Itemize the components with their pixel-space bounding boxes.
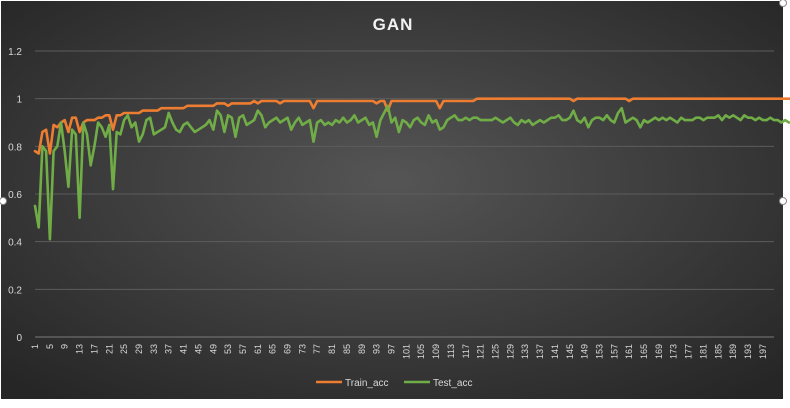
x-tick-label: 113	[446, 344, 456, 358]
x-tick-label: 5	[45, 344, 55, 349]
legend-label: Test_acc	[433, 378, 472, 389]
x-tick-label: 61	[253, 344, 263, 354]
legend: Train_acc Test_acc	[316, 378, 472, 389]
x-tick-label: 181	[698, 344, 708, 359]
x-tick-label: 21	[104, 344, 114, 354]
resize-handle-left[interactable]	[0, 197, 7, 205]
x-tick-label: 145	[565, 344, 575, 359]
series-line-train-acc	[33, 97, 790, 155]
y-tick-label: 0.2	[8, 285, 22, 296]
x-tick-label: 173	[669, 344, 679, 359]
x-tick-label: 41	[179, 344, 189, 354]
x-tick-label: 37	[164, 344, 174, 354]
selection-handles	[0, 0, 787, 205]
chart-title: GAN	[373, 15, 414, 34]
x-tick-label: 133	[520, 344, 530, 359]
y-tick-label: 1.2	[8, 47, 22, 58]
x-tick-label: 45	[193, 344, 203, 354]
x-tick-label: 197	[758, 344, 768, 359]
x-tick-label: 65	[268, 344, 278, 354]
x-tick-label: 169	[654, 344, 664, 359]
x-tick-label: 125	[490, 344, 500, 359]
x-tick-label: 137	[535, 344, 545, 359]
x-tick-label: 49	[208, 344, 218, 354]
x-tick-label: 25	[119, 344, 129, 354]
x-tick-label: 129	[505, 344, 515, 359]
x-tick-label: 105	[416, 344, 426, 359]
x-tick-label: 29	[134, 344, 144, 354]
x-tick-label: 109	[431, 344, 441, 359]
x-tick-label: 117	[461, 344, 471, 358]
y-tick-label: 0.8	[8, 142, 22, 153]
x-tick-label: 189	[728, 344, 738, 359]
x-axis-tick-labels: 1 5 9 13 17 21 25 29 33 37 41 45 49 53 57 61 65 69 73 77 81 8…	[30, 344, 768, 359]
resize-handle-right[interactable]	[779, 197, 787, 205]
legend-item: Test_acc	[404, 378, 472, 389]
x-tick-label: 177	[684, 344, 694, 359]
x-tick-label: 101	[401, 344, 411, 359]
x-tick-label: 121	[476, 344, 486, 359]
x-tick-label: 53	[223, 344, 233, 354]
x-tick-label: 1	[30, 344, 40, 349]
x-tick-label: 153	[594, 344, 604, 359]
x-tick-label: 193	[743, 344, 753, 359]
chart-background	[1, 1, 783, 399]
x-tick-label: 17	[89, 344, 99, 354]
y-tick-label: 0	[16, 333, 22, 344]
legend-label: Train_acc	[345, 378, 389, 389]
x-tick-label: 81	[327, 344, 337, 354]
x-tick-label: 73	[297, 344, 307, 354]
x-tick-label: 89	[357, 344, 367, 354]
x-tick-label: 93	[372, 344, 382, 354]
series-lines	[33, 97, 790, 241]
y-tick-label: 0.4	[8, 238, 22, 249]
x-tick-label: 9	[60, 344, 70, 349]
x-tick-label: 157	[609, 344, 619, 359]
series-line-test-acc	[33, 104, 790, 241]
legend-item: Train_acc	[316, 378, 389, 389]
x-tick-label: 97	[387, 344, 397, 354]
x-tick-label: 161	[624, 344, 634, 359]
x-tick-label: 141	[550, 344, 560, 359]
x-tick-label: 69	[283, 344, 293, 354]
x-tick-label: 33	[149, 344, 159, 354]
x-tick-label: 185	[713, 344, 723, 359]
x-tick-label: 57	[238, 344, 248, 354]
gridlines	[35, 50, 774, 338]
x-tick-label: 13	[75, 344, 85, 354]
y-axis-tick-labels: 0 0.2 0.4 0.6 0.8 1 1.2	[8, 47, 22, 344]
x-tick-label: 85	[342, 344, 352, 354]
x-tick-label: 165	[639, 344, 649, 359]
y-tick-label: 1	[16, 95, 22, 106]
resize-handle-top-right[interactable]	[779, 0, 787, 7]
x-tick-label: 149	[580, 344, 590, 359]
y-tick-label: 0.6	[8, 190, 22, 201]
x-tick-label: 77	[312, 344, 322, 354]
